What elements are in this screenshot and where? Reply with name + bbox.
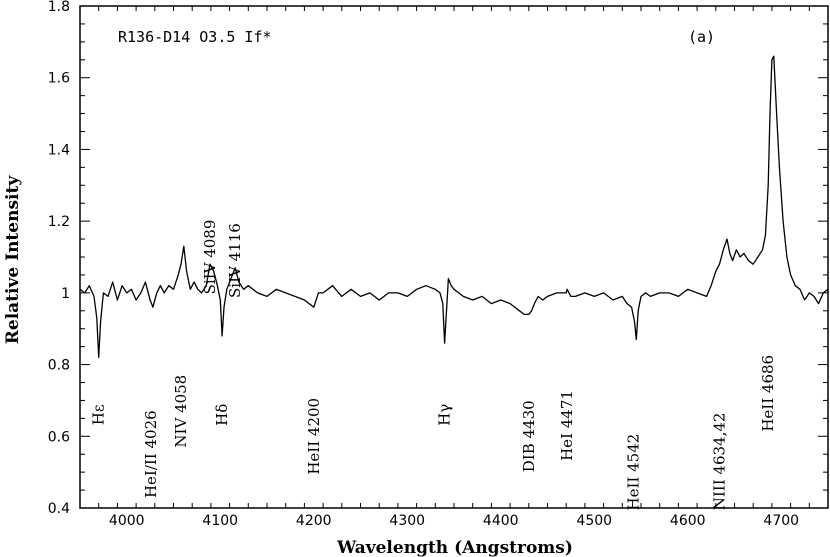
- series: [79, 55, 829, 359]
- line-annotation: DIB 4430: [520, 400, 538, 472]
- line-annotation: HeI 4471: [558, 390, 576, 461]
- line-annotation: HeII 4686: [759, 355, 777, 432]
- line-annotation: HeI/II 4026: [142, 410, 160, 498]
- annotations: Hε HeI/II 4026 NIV 4058 SiIV 4089 Hδ SiIV 411…: [90, 220, 778, 511]
- x-tick-label: 4300: [389, 513, 425, 529]
- chart-title: R136-D14 O3.5 If*: [118, 28, 272, 46]
- y-axis-title: Relative Intensity: [3, 175, 23, 345]
- ticks: 4000 4100 4200 4300 4400 4500 4600 4700 0.4 0.6 0.…: [48, 0, 829, 529]
- x-tick-label: 4000: [109, 513, 145, 529]
- y-tick-label: 1.2: [48, 214, 70, 230]
- y-tick-label: 1: [61, 286, 70, 302]
- y-tick-label: 0.6: [48, 429, 70, 445]
- line-annotation: Hγ: [436, 404, 454, 426]
- panel-label: (a): [688, 28, 715, 46]
- y-tick-label: 1.8: [48, 0, 70, 15]
- y-tick-label: 0.8: [48, 358, 70, 374]
- line-annotation: HeII 4542: [625, 434, 643, 511]
- x-tick-label: 4100: [202, 513, 238, 529]
- line-annotation: NIV 4058: [172, 375, 190, 448]
- line-annotation: SiIV 4089: [201, 220, 219, 295]
- spectrum-line: [79, 55, 829, 359]
- x-tick-label: 4400: [483, 513, 519, 529]
- y-tick-label: 1.6: [48, 71, 70, 87]
- line-annotation: HeII 4200: [305, 398, 323, 475]
- line-annotation: Hδ: [213, 404, 231, 426]
- line-annotation: Hε: [90, 404, 108, 425]
- y-tick-label: 0.4: [48, 501, 70, 517]
- x-tick-label: 4700: [763, 513, 799, 529]
- x-axis-title: Wavelength (Angstroms): [336, 538, 573, 557]
- line-annotation: NIII 4634,42: [711, 413, 729, 511]
- y-tick-label: 1.4: [48, 142, 70, 158]
- x-tick-label: 4600: [670, 513, 706, 529]
- x-tick-label: 4200: [296, 513, 332, 529]
- line-annotation: SiIV 4116: [226, 223, 244, 298]
- x-tick-label: 4500: [576, 513, 612, 529]
